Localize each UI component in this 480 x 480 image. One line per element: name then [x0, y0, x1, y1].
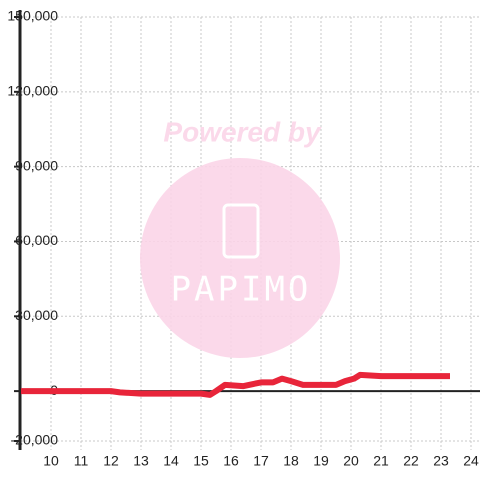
x-tick-label: 21	[373, 453, 389, 469]
x-tick-label: 11	[74, 453, 89, 469]
x-tick-label: 20	[343, 453, 359, 469]
x-tick-label: 10	[43, 453, 59, 469]
y-tick-label: 30,000	[15, 307, 58, 323]
x-tick-label: 23	[433, 453, 449, 469]
x-tick-label: 22	[403, 453, 419, 469]
x-tick-label: 16	[223, 453, 239, 469]
x-tick-label: 24	[463, 453, 479, 469]
y-tick-label: 120,000	[7, 83, 58, 99]
x-tick-label: 15	[193, 453, 209, 469]
line-series	[21, 371, 450, 398]
x-tick-label: 12	[103, 453, 119, 469]
x-tick-label: 13	[133, 453, 149, 469]
y-tick-label: 150,000	[7, 8, 58, 24]
x-tick-label: 18	[283, 453, 299, 469]
watermark-title: Powered by	[163, 116, 322, 147]
y-tick-label: 90,000	[15, 157, 58, 173]
x-tick-label: 14	[163, 453, 179, 469]
y-tick-label: -20,000	[11, 432, 59, 448]
watermark-icon	[222, 203, 260, 259]
x-tick-label: 19	[313, 453, 329, 469]
x-tick-label: 17	[253, 453, 269, 469]
watermark: Powered by PAPIMO	[140, 116, 340, 358]
watermark-logo: PAPIMO	[171, 270, 312, 310]
y-tick-label: 60,000	[15, 232, 58, 248]
